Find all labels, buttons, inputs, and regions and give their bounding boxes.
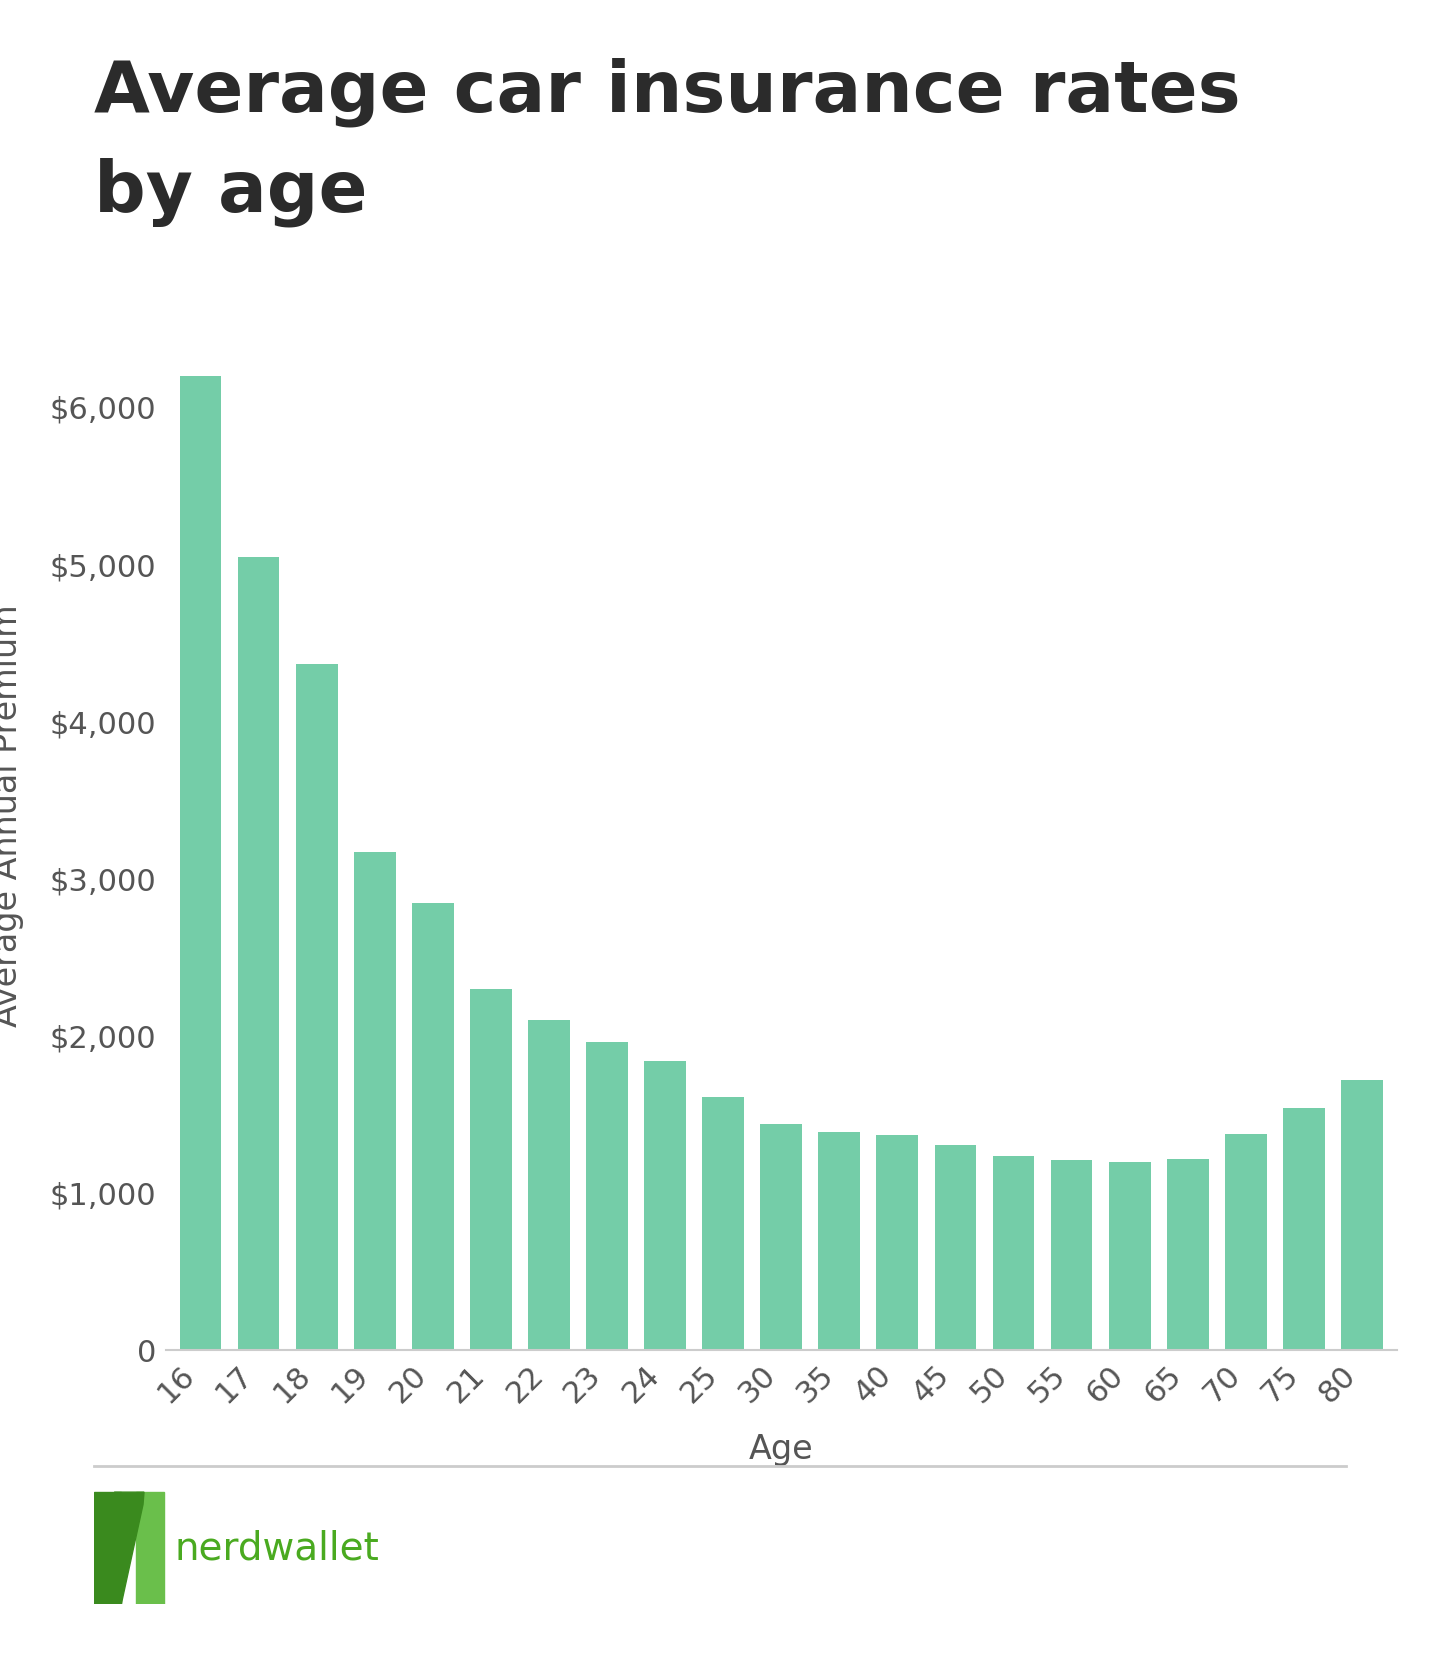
Bar	[94, 1491, 121, 1604]
Bar	[703, 1097, 744, 1350]
Text: by age: by age	[94, 157, 367, 227]
Bar	[137, 1491, 164, 1604]
Y-axis label: Average Annual Premium: Average Annual Premium	[0, 605, 24, 1027]
Bar	[354, 852, 396, 1350]
Bar	[1051, 1160, 1093, 1350]
Text: Average car insurance rates: Average car insurance rates	[94, 58, 1240, 128]
Bar	[818, 1132, 860, 1350]
Text: nerdwallet: nerdwallet	[174, 1529, 379, 1568]
Bar	[469, 989, 511, 1350]
Bar	[180, 376, 222, 1350]
Bar	[238, 557, 279, 1350]
Bar	[295, 663, 337, 1350]
Polygon shape	[94, 1491, 144, 1604]
Bar	[412, 903, 454, 1350]
Bar	[1341, 1080, 1382, 1350]
Bar	[877, 1135, 919, 1350]
Bar	[1166, 1158, 1208, 1350]
Bar	[760, 1123, 802, 1350]
Bar	[1109, 1162, 1151, 1350]
Bar	[935, 1145, 976, 1350]
Bar	[586, 1042, 628, 1350]
X-axis label: Age: Age	[749, 1433, 814, 1466]
Bar	[1225, 1133, 1267, 1350]
Bar	[644, 1060, 685, 1350]
Bar	[528, 1021, 570, 1350]
Bar	[992, 1155, 1034, 1350]
Bar	[1283, 1109, 1325, 1350]
